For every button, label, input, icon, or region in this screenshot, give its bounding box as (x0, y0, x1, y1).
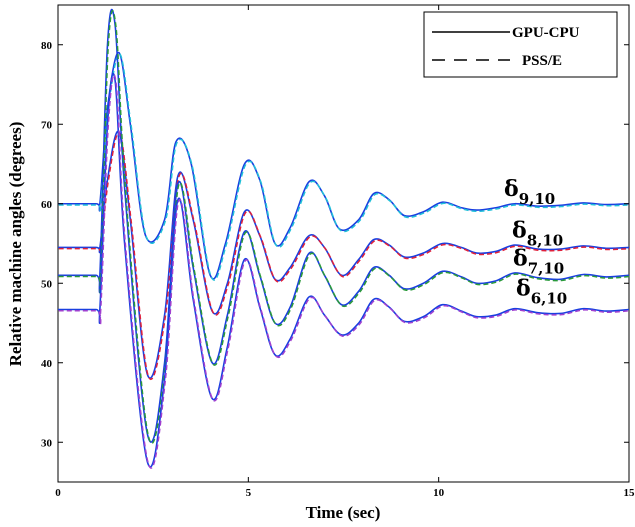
y-tick-label: 70 (41, 119, 53, 131)
series-line-delta-7-10-gpu-cpu (58, 8, 630, 443)
legend-label-pss-e: PSS/E (522, 53, 562, 69)
x-tick-label: 10 (433, 487, 445, 499)
series-line-delta-7-10-pss-e (58, 10, 630, 444)
x-axis-label: Time (sec) (306, 503, 381, 522)
y-tick-label: 30 (41, 437, 53, 449)
legend: GPU-CPU PSS/E (423, 11, 618, 78)
x-tick-label: 15 (624, 487, 635, 499)
y-tick-label: 50 (41, 278, 53, 290)
series-line-delta-6-10-gpu-cpu (57, 72, 630, 468)
legend-box (423, 11, 618, 78)
y-tick-label: 60 (41, 199, 53, 211)
curve-group (57, 8, 630, 469)
series-line-delta-6-10-pss-e (58, 74, 630, 469)
series-line-delta-9-10-pss-e (58, 53, 630, 281)
y-axis-label: Relative machine angles (degrees) (6, 122, 25, 367)
y-tick-label: 80 (41, 40, 53, 52)
x-tick-label: 5 (246, 487, 252, 499)
x-axis-ticks: 0 5 10 15 (55, 5, 635, 499)
x-tick-label: 0 (55, 487, 61, 499)
y-axis-ticks: 30 40 50 60 70 80 (41, 40, 629, 449)
legend-label-gpu-cpu: GPU-CPU (512, 25, 580, 41)
series-line-delta-8-10-pss-e (58, 132, 630, 380)
y-tick-label: 40 (41, 358, 53, 370)
